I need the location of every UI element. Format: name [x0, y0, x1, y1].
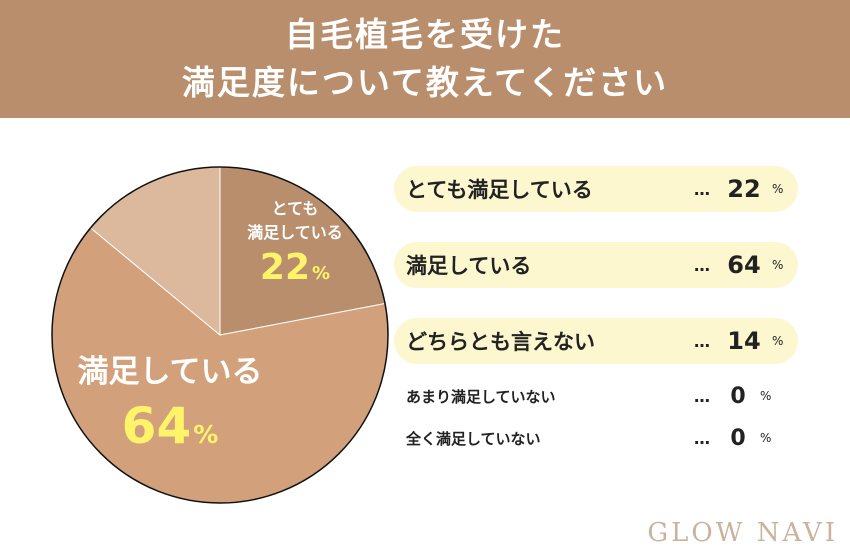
legend-label: 満足している	[406, 254, 532, 278]
pie-outline	[51, 166, 389, 504]
legend-label: どちらとも言えない	[406, 330, 595, 354]
slice-label-satisfied: 満足している 64%	[70, 350, 270, 467]
legend-dots: …	[694, 179, 711, 199]
legend-value: 22	[727, 175, 761, 203]
slice-value-satisfied: 64%	[121, 397, 219, 455]
slice-label-very-satisfied-line1: とても	[271, 199, 319, 218]
legend-unit: %	[772, 258, 784, 272]
legend-value: 0	[730, 425, 746, 451]
legend-label: 全く満足していない	[406, 429, 541, 448]
legend-dots: …	[694, 428, 711, 448]
legend-row-not-very-satisfied: あまり満足していない … 0 %	[394, 382, 798, 410]
legend-unit: %	[772, 334, 784, 348]
legend-unit: %	[760, 389, 772, 403]
pie-svg	[51, 166, 389, 504]
title-line-1: 自毛植毛を受けた	[285, 15, 565, 54]
legend-label: あまり満足していない	[406, 387, 556, 406]
legend-value: 14	[727, 327, 761, 355]
legend-row-neutral: どちらとも言えない … 14 %	[394, 318, 798, 364]
legend-label: とても満足している	[406, 178, 593, 202]
slice-label-very-satisfied-line2: 満足している	[247, 223, 343, 242]
glow-navi-logo: GLOW NAVI	[647, 518, 838, 548]
legend-row-satisfied: 満足している … 64 %	[394, 242, 798, 288]
legend-dots: …	[694, 386, 711, 406]
legend-dots: …	[694, 255, 711, 275]
legend-value: 64	[727, 251, 761, 279]
slice-label-satisfied-line1: 満足している	[77, 354, 263, 390]
slice-label-very-satisfied: とても 満足している 22%	[245, 197, 345, 297]
legend: とても満足している … 22 % 満足している … 64 % どちらとも言えない…	[394, 166, 798, 466]
title-line-2: 満足度について教えてください	[181, 63, 669, 102]
legend-value: 0	[730, 383, 746, 409]
legend-row-not-satisfied-at-all: 全く満足していない … 0 %	[394, 424, 798, 452]
pie-chart: とても 満足している 22% 満足している 64%	[40, 155, 400, 515]
legend-unit: %	[760, 431, 772, 445]
slice-value-very-satisfied: 22%	[259, 247, 331, 288]
legend-unit: %	[772, 182, 784, 196]
header-banner: 自毛植毛を受けた 満足度について教えてください	[0, 0, 850, 118]
legend-row-very-satisfied: とても満足している … 22 %	[394, 166, 798, 212]
legend-dots: …	[694, 331, 711, 351]
